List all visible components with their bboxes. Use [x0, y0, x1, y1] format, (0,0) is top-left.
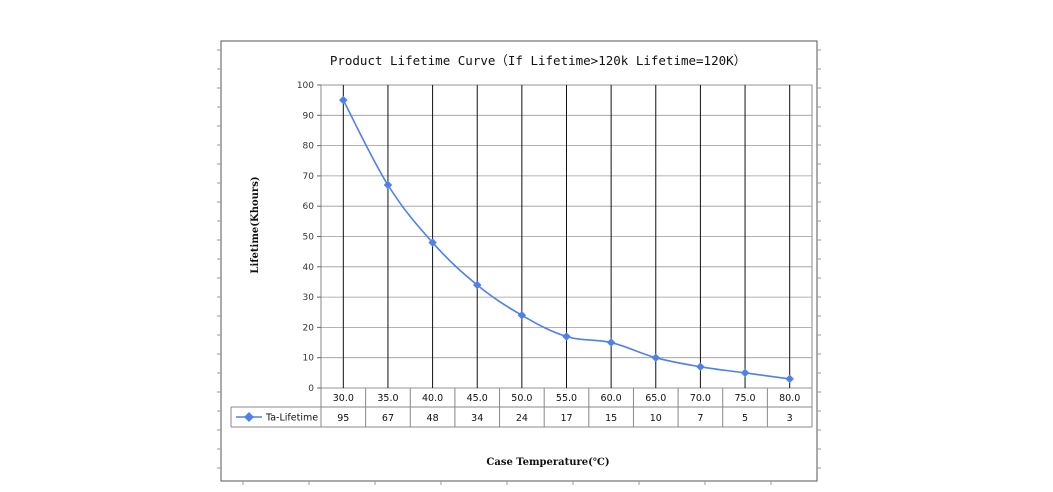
y-tick-labels: 0 10 20 30 40 50 60 70 80 90 100	[297, 81, 314, 394]
x-category-label: 80.0	[779, 393, 800, 404]
data-point-marker	[606, 338, 616, 347]
data-point-marker	[339, 95, 348, 105]
frame-ticks	[217, 49, 821, 485]
y-tick-label: 80	[303, 142, 315, 152]
x-category-label: 50.0	[511, 393, 532, 404]
y-tick-label: 40	[303, 263, 315, 273]
y-tick-label: 70	[303, 172, 315, 182]
x-axis-label: Case Temperature(℃)	[486, 457, 609, 468]
x-category-label: 75.0	[734, 393, 755, 404]
y-tick-label: 100	[297, 81, 314, 91]
x-category-label: 70.0	[690, 393, 711, 404]
data-table-value: 34	[471, 413, 483, 424]
chart-title: Product Lifetime Curve（If Lifetime>120k …	[330, 53, 746, 68]
series-line	[339, 95, 794, 384]
data-point-marker	[562, 332, 571, 341]
x-category-label: 40.0	[422, 393, 443, 404]
data-table-value: 24	[516, 413, 528, 424]
data-point-marker	[740, 368, 750, 378]
data-point-marker	[696, 362, 705, 372]
y-tick-label: 30	[303, 293, 315, 303]
y-tick-label: 90	[303, 111, 315, 121]
data-point-marker	[472, 280, 482, 290]
y-tick-label: 0	[308, 384, 314, 394]
plot-area	[317, 84, 813, 389]
data-table-value: 7	[697, 413, 703, 424]
y-tick-label: 50	[303, 233, 315, 243]
x-category-label: 30.0	[333, 393, 354, 404]
data-table-value: 67	[382, 413, 394, 424]
y-tick-label: 60	[303, 202, 315, 212]
data-point-marker	[651, 353, 661, 362]
x-category-label: 45.0	[467, 393, 488, 404]
data-table-value: 5	[742, 413, 748, 424]
data-point-marker	[383, 180, 393, 190]
data-point-marker	[517, 311, 527, 320]
data-table-value: 10	[650, 413, 662, 424]
y-axis-label: Lifetime(Khours)	[250, 176, 261, 273]
y-tick-label: 10	[303, 354, 315, 364]
data-table-value: 95	[337, 413, 349, 424]
x-category-label: 60.0	[601, 393, 622, 404]
data-point-marker	[785, 374, 794, 384]
legend-series-name: Ta-Lifetime	[265, 413, 318, 424]
x-category-label: 55.0	[556, 393, 577, 404]
data-table-value: 17	[560, 413, 572, 424]
data-table: 30.0 35.0 40.0 45.0 50.0 55.0 60.0 65.0 70.0 75.0…	[230, 388, 813, 428]
data-table-value: 15	[605, 413, 617, 424]
legend-key-marker	[244, 412, 254, 422]
data-table-value: 48	[427, 413, 439, 424]
x-category-label: 65.0	[645, 393, 666, 404]
data-point-marker	[428, 238, 437, 247]
data-table-value: 3	[787, 413, 793, 424]
x-category-label: 35.0	[377, 393, 398, 404]
y-tick-label: 20	[303, 323, 315, 333]
